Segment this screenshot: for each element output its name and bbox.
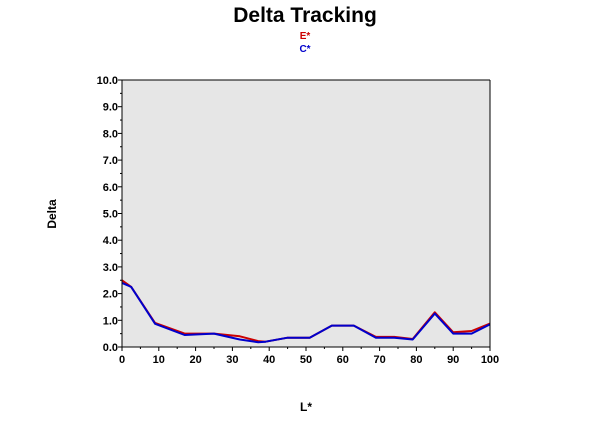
y-tick-label: 10.0 (97, 75, 118, 87)
x-tick-label: 30 (226, 354, 238, 366)
legend: E* C* (299, 31, 310, 55)
x-tick-label: 10 (153, 354, 165, 366)
x-tick-label: 100 (481, 354, 499, 366)
legend-item-1: E* (300, 31, 311, 42)
y-tick-label: 2.0 (103, 289, 118, 301)
y-tick-label: 5.0 (103, 209, 118, 221)
y-tick-label: 4.0 (103, 235, 118, 247)
y-tick-label: 3.0 (103, 262, 118, 274)
plot-area (122, 80, 490, 347)
x-tick-label: 70 (373, 354, 385, 366)
x-axis-label: L* (300, 400, 312, 414)
x-tick-label: 60 (337, 354, 349, 366)
x-tick-label: 0 (119, 354, 125, 366)
axis-ticks: 0.0 1.0 2.0 3.0 4.0 5.0 6.0 7.0 8.0 9.0 10.0 0 10 20 3… (97, 75, 500, 366)
series-lines (121, 279, 491, 344)
series-line-2 (121, 281, 491, 344)
x-tick-label: 20 (189, 354, 201, 366)
y-tick-label: 8.0 (103, 128, 118, 140)
x-tick-label: 90 (447, 354, 459, 366)
y-axis-label: Delta (45, 199, 59, 229)
legend-item-2: C* (299, 44, 310, 55)
x-tick-label: 50 (300, 354, 312, 366)
y-tick-label: 7.0 (103, 155, 118, 167)
y-tick-label: 9.0 (103, 102, 118, 114)
chart-title: Delta Tracking (233, 4, 377, 27)
y-tick-label: 0.0 (103, 342, 118, 354)
x-tick-label: 40 (263, 354, 275, 366)
y-tick-label: 6.0 (103, 182, 118, 194)
y-tick-label: 1.0 (103, 315, 118, 327)
x-tick-label: 80 (410, 354, 422, 366)
